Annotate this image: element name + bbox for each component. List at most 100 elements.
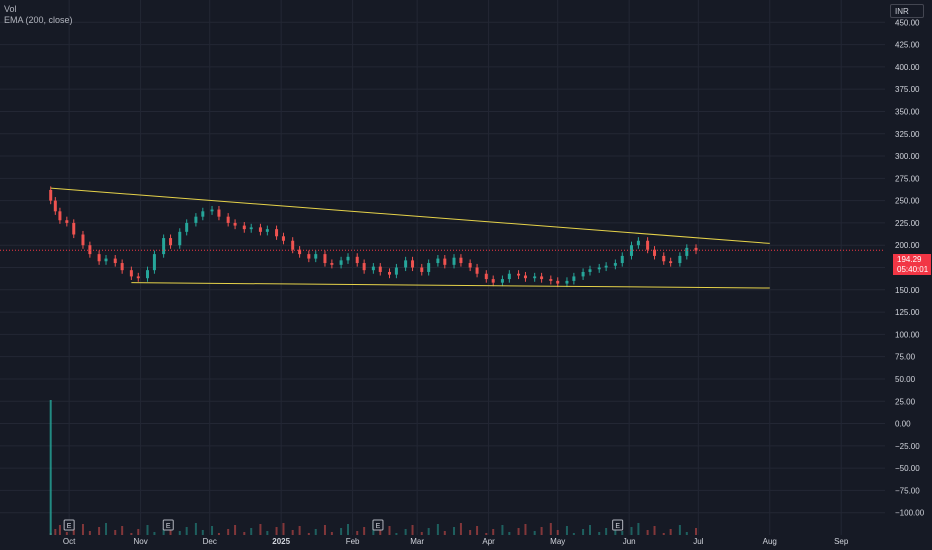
x-tick-label: Oct — [63, 537, 76, 546]
volume-bar — [533, 531, 536, 535]
volume-bar — [443, 531, 446, 535]
candle-body — [629, 245, 633, 256]
volume-bar — [572, 533, 575, 535]
candle-body — [49, 189, 53, 201]
candle-body — [162, 238, 166, 255]
volume-bar — [453, 527, 456, 535]
candle-body — [185, 222, 189, 232]
earnings-marker — [162, 519, 174, 531]
trendlines — [50, 187, 770, 289]
candle-body — [113, 258, 117, 264]
candle-body — [685, 247, 689, 256]
volume-bar — [105, 523, 108, 535]
volume-bar — [275, 527, 278, 535]
volume-bar — [121, 526, 124, 535]
candle-body — [355, 256, 359, 264]
candle-body — [459, 257, 463, 264]
volume-bar — [88, 531, 91, 535]
volume-bar — [492, 529, 495, 535]
x-tick-label: Feb — [346, 537, 360, 546]
y-tick-label: 300.00 — [895, 152, 920, 161]
candle-body — [265, 229, 269, 232]
y-tick-label: 225.00 — [895, 219, 920, 228]
x-tick-label: Mar — [410, 537, 424, 546]
volume-bar — [340, 528, 343, 535]
candle-body — [436, 258, 440, 264]
candle-body — [500, 279, 504, 283]
candle-body — [540, 276, 544, 280]
candle-body — [427, 263, 431, 272]
candle-body — [65, 220, 69, 223]
candlestick-series — [49, 186, 698, 288]
volume-bar — [323, 525, 326, 535]
volume-bar — [556, 530, 559, 535]
volume-bar — [517, 528, 520, 535]
volume-bar — [582, 529, 585, 535]
volume-bar — [72, 528, 75, 535]
candle-body — [443, 258, 447, 265]
volume-bar — [685, 532, 688, 535]
legend-ema[interactable]: EMA (200, close) — [4, 15, 73, 25]
candle-body — [613, 263, 617, 266]
volume-bar — [662, 533, 665, 535]
volume-bar — [589, 525, 591, 535]
x-tick-label: Dec — [203, 537, 217, 546]
candle-body — [120, 263, 124, 271]
volume-bar — [469, 530, 472, 535]
volume-bar — [211, 526, 214, 535]
candle-body — [129, 270, 133, 277]
volume-bar — [411, 525, 414, 535]
candle-body — [653, 249, 657, 256]
volume-bar — [379, 530, 382, 535]
candle-body — [346, 256, 350, 261]
volume-bar — [314, 529, 317, 535]
last-price-tag: 194.29 05:40:01 — [893, 254, 931, 275]
currency-label[interactable]: INR — [890, 4, 924, 18]
candle-body — [146, 270, 149, 279]
trendline — [50, 187, 770, 244]
x-tick-label: Apr — [482, 537, 495, 546]
volume-bar — [65, 532, 68, 535]
candle-body — [249, 227, 253, 230]
volume-spike — [49, 400, 52, 535]
candle-body — [572, 276, 576, 281]
volume-bar — [130, 533, 133, 535]
volume-bar — [363, 527, 366, 535]
candle-body — [210, 209, 214, 212]
candle-body — [378, 266, 382, 272]
volume-bar — [605, 528, 608, 535]
candle-body — [533, 276, 537, 279]
y-tick-label: 325.00 — [895, 130, 920, 139]
volume-bar — [669, 529, 672, 535]
y-tick-label: −50.00 — [895, 464, 920, 473]
volume-bar — [388, 526, 391, 535]
candle-body — [362, 263, 366, 271]
candle-body — [517, 273, 521, 276]
candle-body — [549, 279, 553, 281]
candle-body — [201, 211, 205, 217]
volume-bar — [549, 523, 552, 535]
x-tick-label: May — [550, 537, 565, 546]
y-tick-label: 50.00 — [895, 375, 916, 384]
volume-bar — [250, 528, 253, 535]
earnings-marker-label: E — [376, 523, 381, 530]
candle-body — [226, 216, 230, 223]
y-tick-label: 75.00 — [895, 353, 916, 362]
legend-vol[interactable]: Vol — [4, 4, 17, 14]
volume-bar — [114, 530, 117, 535]
volume-bar — [646, 530, 649, 535]
y-tick-label: 350.00 — [895, 107, 920, 116]
candle-body — [323, 254, 327, 264]
x-tick-label: Jun — [623, 537, 636, 546]
volume-bar — [266, 531, 269, 535]
candle-body — [507, 273, 511, 280]
candle-body — [72, 222, 76, 235]
volume-bar — [485, 533, 488, 535]
volume-bar — [524, 524, 527, 535]
y-tick-label: 400.00 — [895, 63, 920, 72]
volume-bar — [178, 531, 181, 535]
volume-bar — [137, 529, 140, 535]
volume-bar — [234, 525, 237, 535]
